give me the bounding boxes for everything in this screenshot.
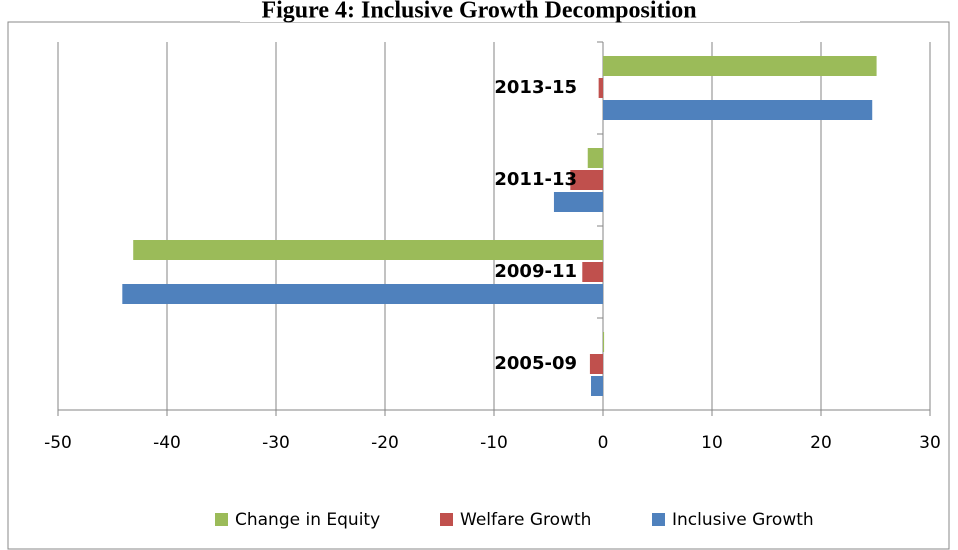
legend-swatch <box>215 513 228 526</box>
bar <box>570 170 603 190</box>
legend-swatch <box>440 513 453 526</box>
bar <box>603 56 877 76</box>
bar <box>582 262 603 282</box>
bar <box>598 78 603 98</box>
bar <box>133 240 603 260</box>
x-tick-label: 30 <box>919 433 941 453</box>
x-tick-label: -50 <box>44 433 72 453</box>
bar <box>122 284 603 304</box>
bar <box>603 332 605 352</box>
bar <box>587 148 603 168</box>
x-tick-label: -10 <box>480 433 508 453</box>
y-tick-label: 2005-09 <box>494 353 577 374</box>
bar <box>553 192 603 212</box>
y-tick-label: 2013-15 <box>494 77 577 98</box>
y-tick-label: 2009-11 <box>494 261 577 282</box>
x-tick-label: 10 <box>701 433 723 453</box>
y-tick-label: 2011-13 <box>494 169 577 190</box>
x-tick-label: -30 <box>262 433 290 453</box>
title-backdrop <box>240 0 800 22</box>
x-tick-label: -40 <box>153 433 181 453</box>
x-tick-label: -20 <box>371 433 399 453</box>
bar <box>603 100 873 120</box>
legend-label: Inclusive Growth <box>672 510 814 530</box>
legend-label: Change in Equity <box>235 510 380 530</box>
x-tick-label: 20 <box>810 433 832 453</box>
chart-title: Figure 4: Inclusive Growth Decomposition <box>261 0 696 24</box>
legend-swatch <box>652 513 665 526</box>
bar <box>591 376 603 396</box>
legend-label: Welfare Growth <box>460 510 591 530</box>
x-tick-label: 0 <box>598 433 609 453</box>
bar <box>589 354 603 374</box>
